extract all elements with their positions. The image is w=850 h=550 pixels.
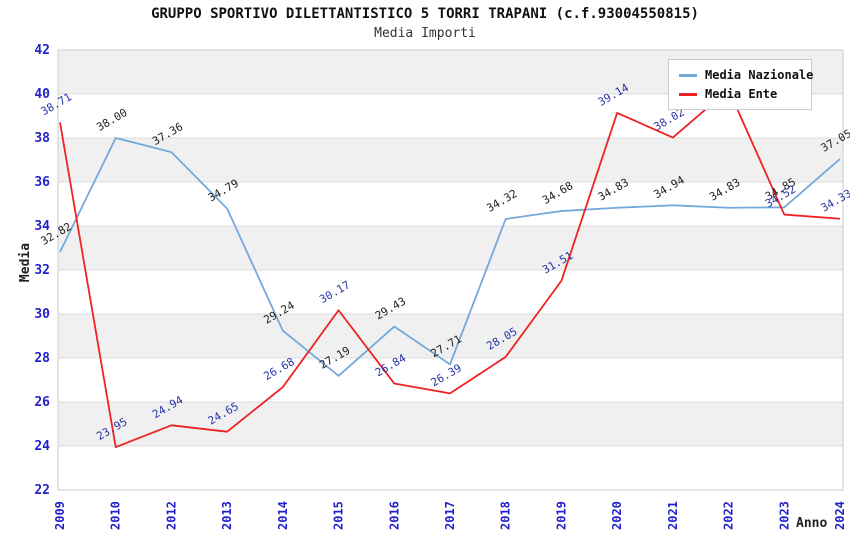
y-tick-label: 34 — [34, 219, 50, 234]
plot-border — [57, 49, 844, 491]
plot-band — [58, 402, 843, 446]
x-tick-label: 2013 — [220, 501, 234, 530]
y-tick-label: 30 — [34, 307, 50, 322]
data-point-label: 30.17 — [317, 278, 352, 306]
x-axis-title: Anno — [796, 516, 828, 531]
data-point-label: 34.32 — [484, 187, 519, 215]
y-tick-label: 38 — [34, 131, 50, 146]
x-tick-label: 2012 — [164, 501, 178, 530]
y-axis-title: Media — [18, 242, 34, 283]
legend-label: Media Ente — [705, 87, 778, 101]
legend: Media Nazionale Media Ente — [668, 59, 813, 110]
legend-item-media-ente: Media Ente — [679, 86, 801, 102]
plot-band — [58, 314, 843, 358]
y-tick-label: 26 — [34, 395, 50, 410]
x-tick-label: 2021 — [666, 501, 680, 530]
x-tick-label: 2019 — [554, 501, 568, 530]
y-tick-label: 22 — [34, 483, 50, 498]
plot-band — [58, 138, 843, 182]
y-tick-label: 24 — [34, 439, 50, 454]
legend-swatch-media-nazionale-icon — [679, 73, 697, 77]
data-point-label: 26.68 — [262, 355, 297, 383]
data-point-label: 26.39 — [429, 361, 464, 389]
plot-band — [58, 226, 843, 270]
x-tick-label: 2020 — [610, 501, 624, 530]
x-tick-label: 2017 — [443, 501, 457, 530]
legend-item-media-nazionale: Media Nazionale — [679, 67, 813, 83]
data-point-label: 34.33 — [819, 187, 850, 215]
legend-label: Media Nazionale — [705, 68, 814, 82]
data-point-label: 38.00 — [94, 106, 129, 134]
chart-subtitle: Media Importi — [374, 26, 476, 41]
y-tick-label: 28 — [34, 351, 50, 366]
series-line-media-nazionale — [59, 137, 841, 377]
data-point-label: 34.68 — [540, 179, 575, 207]
y-tick-label: 36 — [34, 175, 50, 190]
x-tick-label: 2022 — [722, 501, 736, 530]
x-tick-label: 2023 — [777, 501, 791, 530]
x-tick-label: 2010 — [109, 501, 123, 530]
x-tick-label: 2015 — [332, 501, 346, 530]
y-tick-label: 42 — [34, 43, 50, 58]
x-tick-label: 2024 — [833, 501, 847, 530]
x-tick-label: 2009 — [53, 501, 67, 530]
y-tick-label: 40 — [34, 87, 50, 102]
y-tick-label: 32 — [34, 263, 50, 278]
x-tick-label: 2018 — [499, 501, 513, 530]
x-tick-label: 2014 — [276, 501, 290, 530]
legend-swatch-media-ente-icon — [679, 92, 697, 96]
x-tick-label: 2016 — [387, 501, 401, 530]
chart-title: GRUPPO SPORTIVO DILETTANTISTICO 5 TORRI … — [151, 6, 699, 22]
